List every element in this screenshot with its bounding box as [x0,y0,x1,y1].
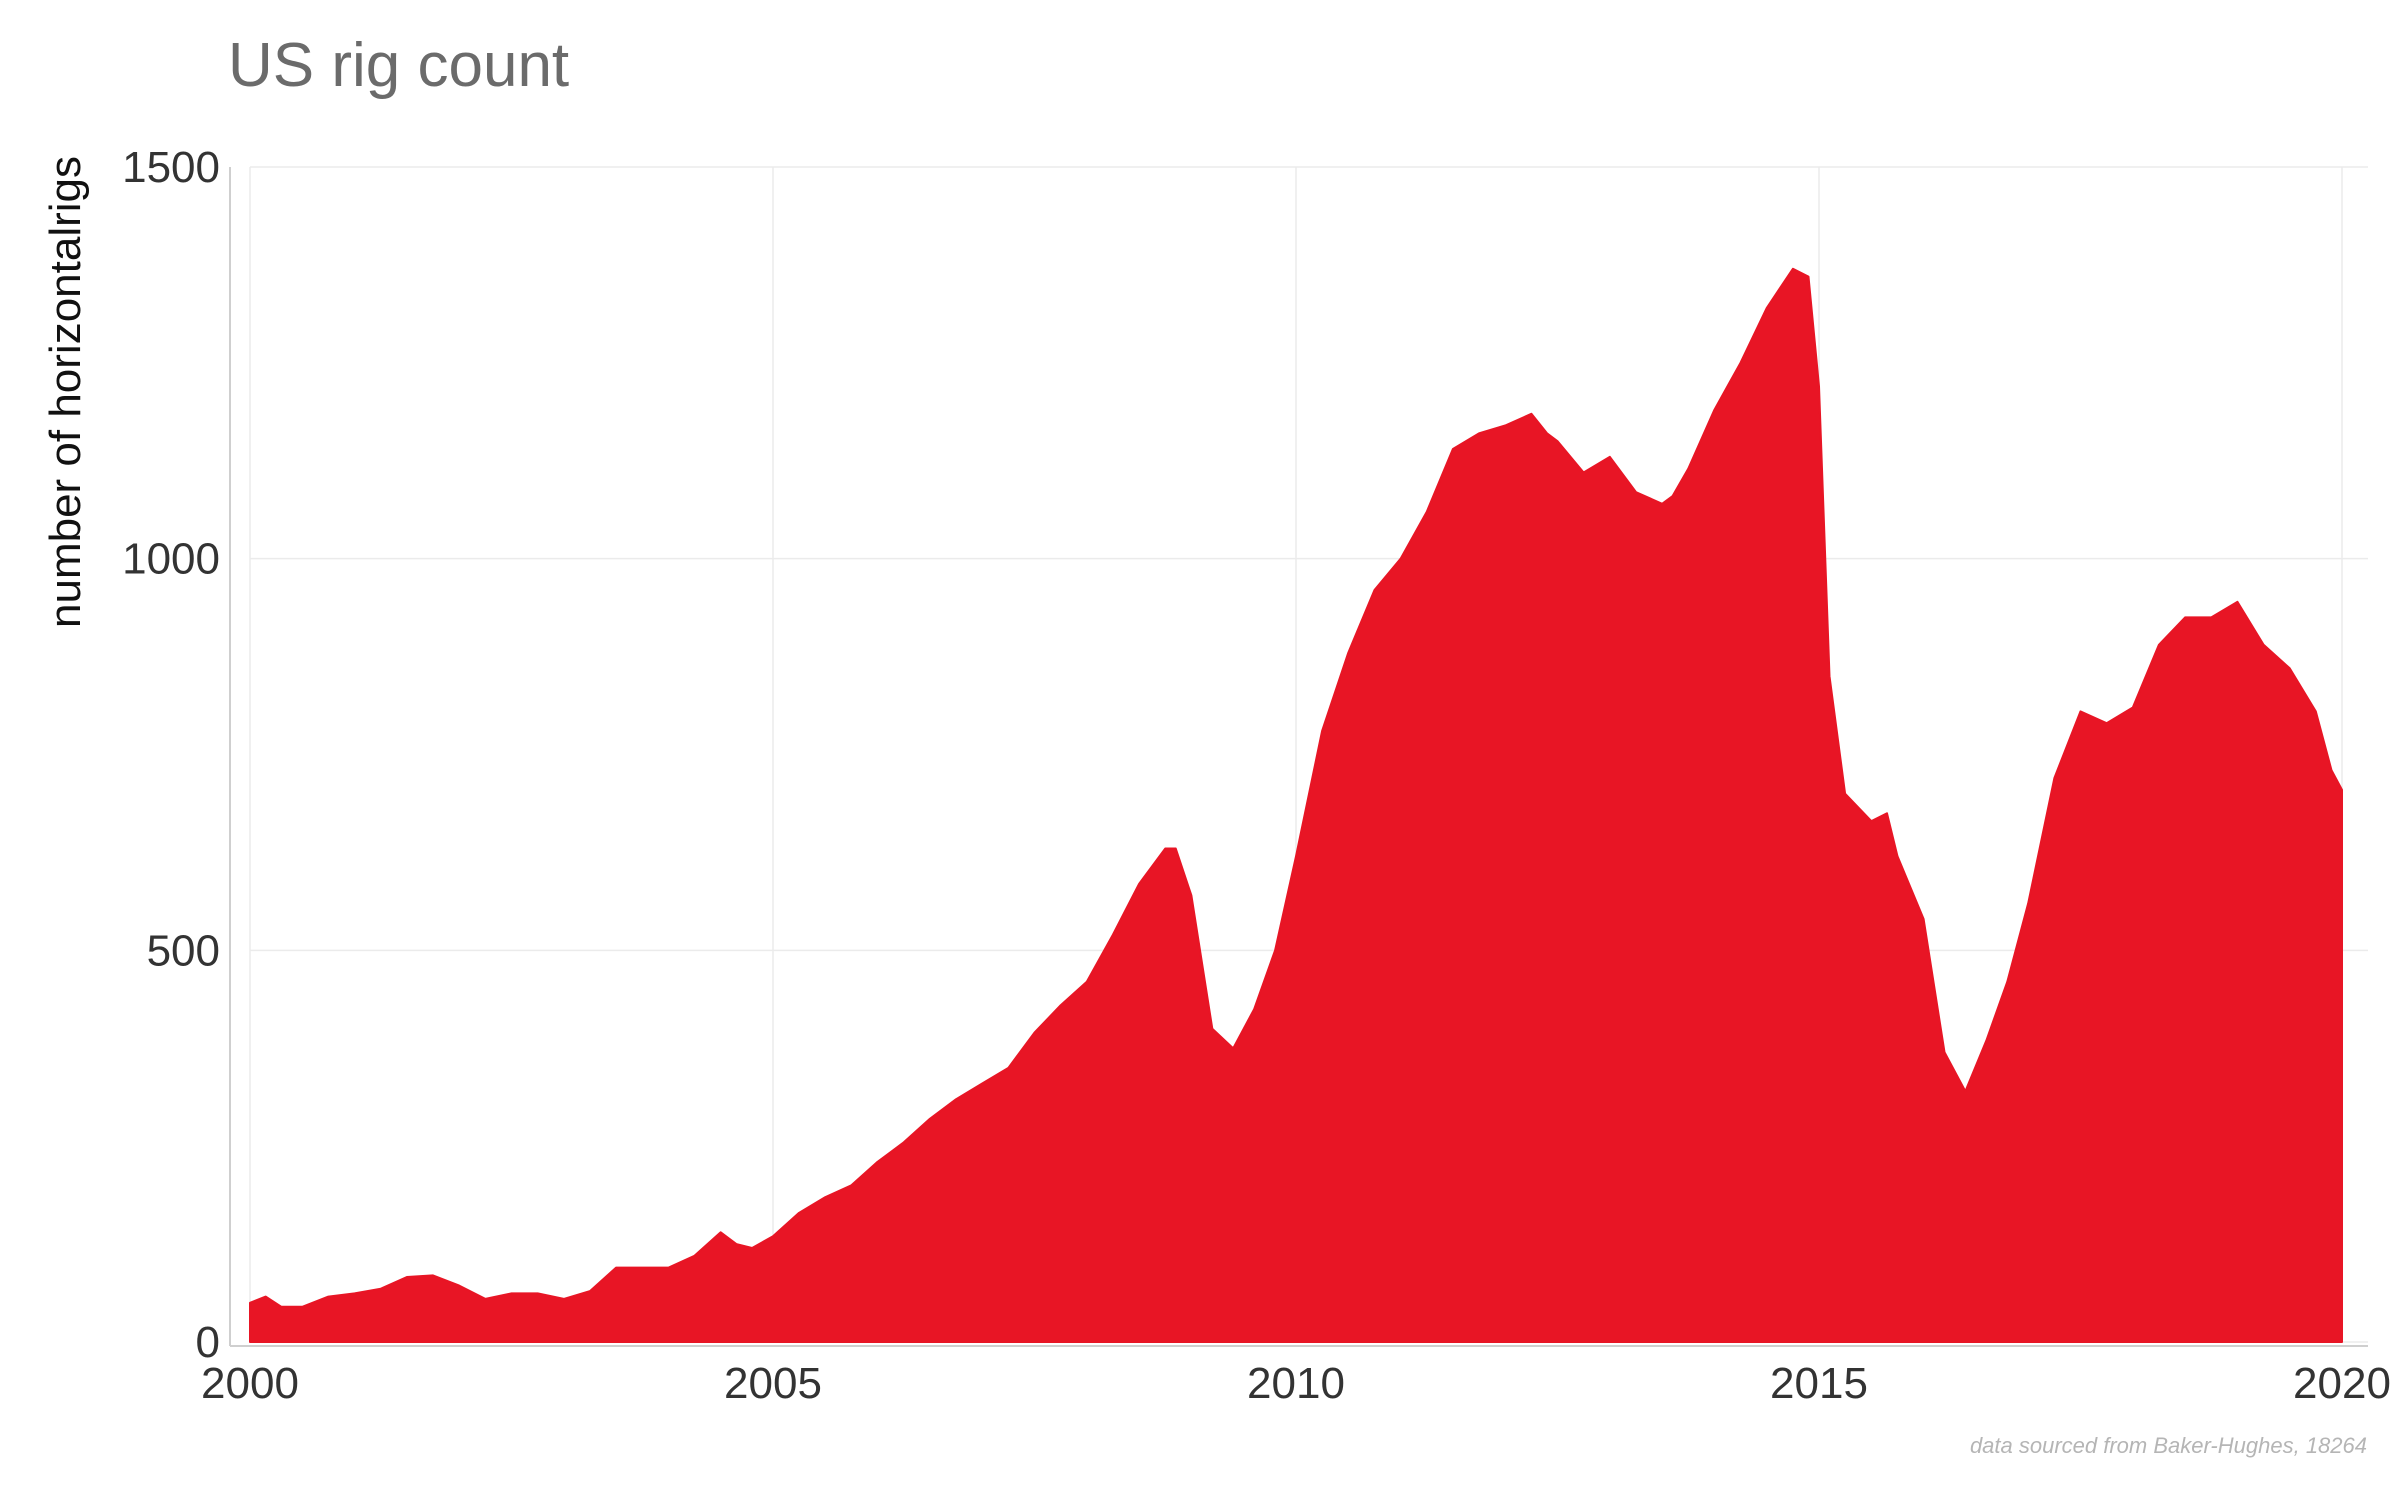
tick-labels: 0 500 1000 1500 2000 2005 2010 2015 2020 [122,143,2391,1408]
x-tick-label-2000: 2000 [201,1359,299,1408]
x-tick-label-2005: 2005 [724,1359,822,1408]
x-tick-label-2010: 2010 [1247,1359,1345,1408]
area-series-0 [249,267,2343,1343]
x-tick-label-2015: 2015 [1770,1359,1868,1408]
area-series-layer [249,267,2343,1343]
y-tick-label-1500: 1500 [122,143,220,192]
y-axis-label: number of horizontalrigs [41,156,90,628]
source-note: data sourced from Baker-Hughes, 18264 [1970,1433,2367,1458]
axes [229,167,2368,1347]
chart-title: US rig count [228,31,569,100]
y-tick-label-1000: 1000 [122,535,220,584]
y-tick-label-500: 500 [147,926,220,975]
x-tick-label-2020: 2020 [2293,1359,2391,1408]
y-tick-label-0: 0 [196,1318,220,1367]
